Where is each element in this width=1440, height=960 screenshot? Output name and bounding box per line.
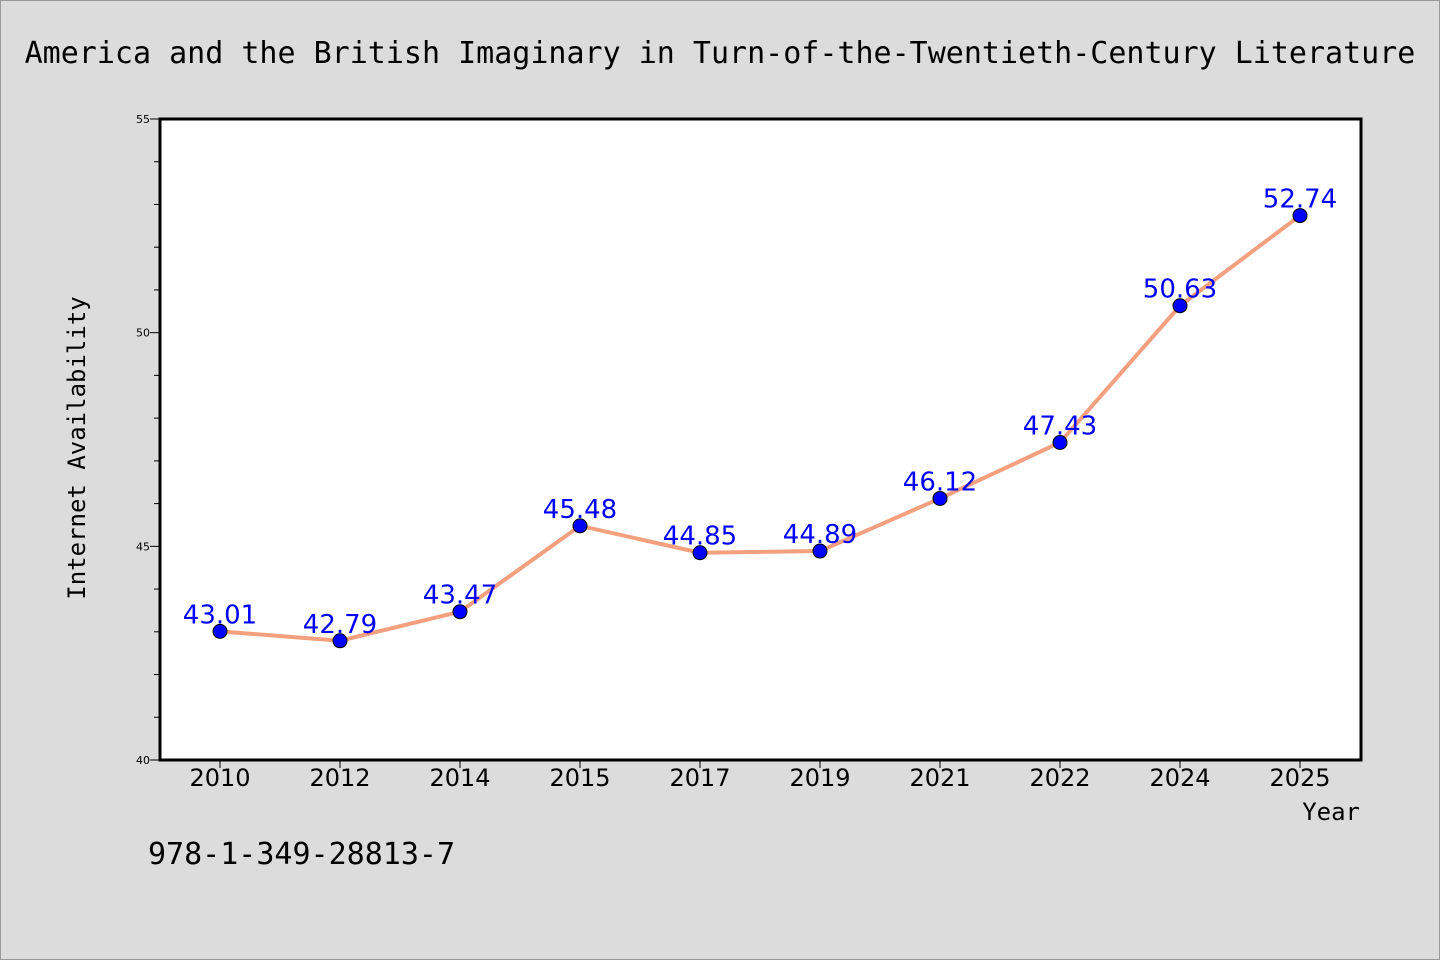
- x-tick-label: 2022: [1029, 764, 1090, 792]
- data-point: [1292, 208, 1308, 224]
- data-point: [212, 623, 228, 639]
- data-labels: 43.01 42.79 43.47 45.48 44.85 44.89 46.12 47.43…: [183, 185, 1337, 640]
- data-label: 52.74: [1263, 185, 1337, 215]
- x-tick-label: 2025: [1269, 764, 1330, 792]
- y-axis-label: Internet Availability: [63, 296, 91, 599]
- x-tick-label: 2010: [189, 764, 250, 792]
- x-tick-label: 2014: [429, 764, 490, 792]
- data-label: 44.89: [783, 520, 857, 550]
- series-polyline: [218, 213, 1302, 643]
- x-tick-label: 2021: [909, 764, 970, 792]
- y-tick-label: 50: [136, 327, 150, 340]
- x-tick-label: 2015: [549, 764, 610, 792]
- data-point: [1052, 434, 1068, 450]
- data-label: 50.63: [1143, 275, 1217, 305]
- data-point: [332, 633, 348, 649]
- x-tick-label: 2024: [1149, 764, 1210, 792]
- data-point: [932, 490, 948, 506]
- data-label: 44.85: [663, 522, 737, 552]
- x-tick-label: 2019: [789, 764, 850, 792]
- chart-title: America and the British Imaginary in Tur…: [25, 36, 1416, 71]
- data-label: 42.79: [303, 610, 377, 640]
- data-point: [1172, 298, 1188, 314]
- series-markers: [212, 208, 1308, 649]
- series-line: [218, 213, 1302, 643]
- y-tick-label: 40: [136, 754, 150, 767]
- x-axis-label: Year: [1302, 798, 1360, 826]
- data-label: 47.43: [1023, 411, 1097, 441]
- data-label: 43.47: [423, 581, 497, 611]
- data-point: [812, 543, 828, 559]
- y-axis: 40 45 50 55: [136, 113, 160, 767]
- y-tick-label: 55: [136, 113, 150, 126]
- data-label: 43.01: [183, 600, 257, 630]
- isbn-text: 978-1-349-28813-7: [148, 837, 455, 872]
- y-tick-label: 45: [136, 540, 150, 553]
- x-tick-label: 2017: [669, 764, 730, 792]
- plot-area: [158, 117, 1363, 762]
- data-label: 45.48: [543, 495, 617, 525]
- x-axis: 2010 2012 2014 2015 2017 2019 2021 2022 2024 2025: [189, 760, 1331, 792]
- data-point: [692, 545, 708, 561]
- x-tick-label: 2012: [309, 764, 370, 792]
- data-point: [572, 518, 588, 534]
- data-label: 46.12: [903, 467, 977, 497]
- data-point: [452, 604, 468, 620]
